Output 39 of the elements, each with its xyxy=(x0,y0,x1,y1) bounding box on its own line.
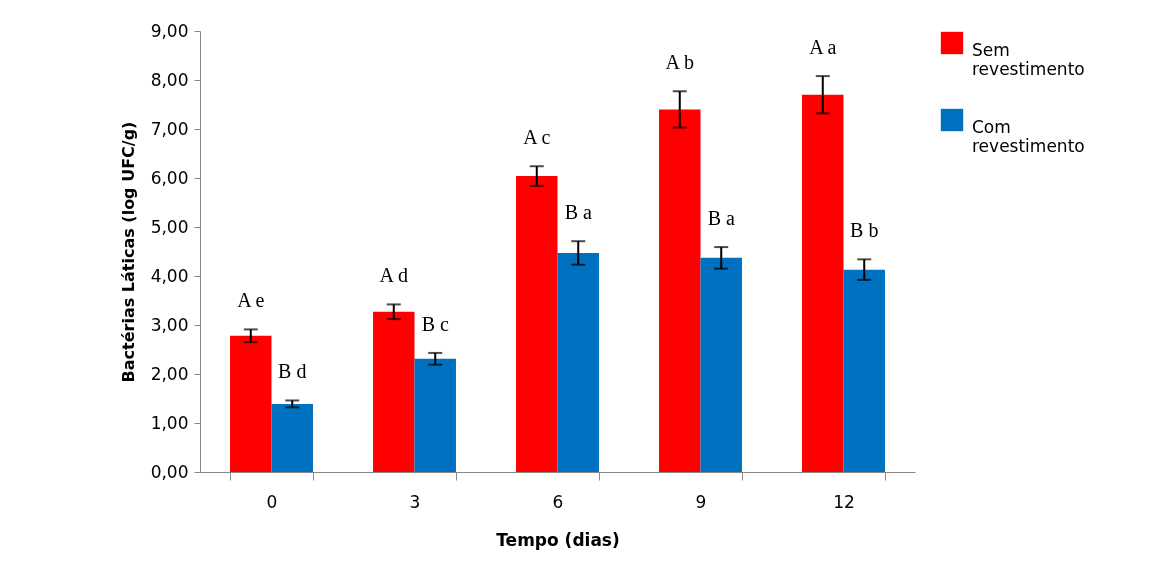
bar xyxy=(516,176,558,472)
bar xyxy=(802,94,844,472)
x-tick-label: 0 xyxy=(266,491,278,512)
x-tick-label: 6 xyxy=(552,491,564,512)
x-axis-title: Tempo (dias) xyxy=(496,529,620,550)
annotation: B b xyxy=(850,219,879,242)
annotation: B a xyxy=(564,201,592,224)
annotation: A b xyxy=(665,51,694,74)
y-tick-label: 4,00 xyxy=(150,265,189,286)
y-tick-label: 7,00 xyxy=(150,118,189,139)
y-tick-label: 9,00 xyxy=(150,20,189,41)
x-tick-label: 9 xyxy=(695,491,707,512)
bar xyxy=(700,257,742,472)
y-tick-label: 5,00 xyxy=(150,216,189,237)
bar xyxy=(414,358,456,472)
bar xyxy=(271,403,313,472)
x-tick-label: 3 xyxy=(409,491,421,512)
bar xyxy=(373,311,415,472)
annotation: B d xyxy=(278,360,307,383)
y-tick-label: 3,00 xyxy=(150,314,189,335)
bar xyxy=(230,335,272,472)
y-tick-label: 0,00 xyxy=(150,461,189,482)
annotation: B a xyxy=(707,207,735,230)
bar xyxy=(843,269,885,472)
annotation: B c xyxy=(421,312,449,335)
y-tick-label: 2,00 xyxy=(150,363,189,384)
legend-label: Com revestimento xyxy=(972,117,1085,156)
annotation: A c xyxy=(523,126,551,149)
bar xyxy=(659,109,701,472)
x-tick-label: 12 xyxy=(833,491,855,512)
annotation: A a xyxy=(809,36,837,59)
bar xyxy=(557,252,599,472)
annotation: A e xyxy=(237,289,265,312)
y-tick-label: 6,00 xyxy=(150,167,189,188)
legend-label: Sem revestimento xyxy=(972,40,1085,79)
annotation: A d xyxy=(379,264,408,287)
y-tick-label: 1,00 xyxy=(150,412,189,433)
y-tick-label: 8,00 xyxy=(150,69,189,90)
y-axis-title: Bactérias Láticas (log UFC/g) xyxy=(118,121,138,383)
